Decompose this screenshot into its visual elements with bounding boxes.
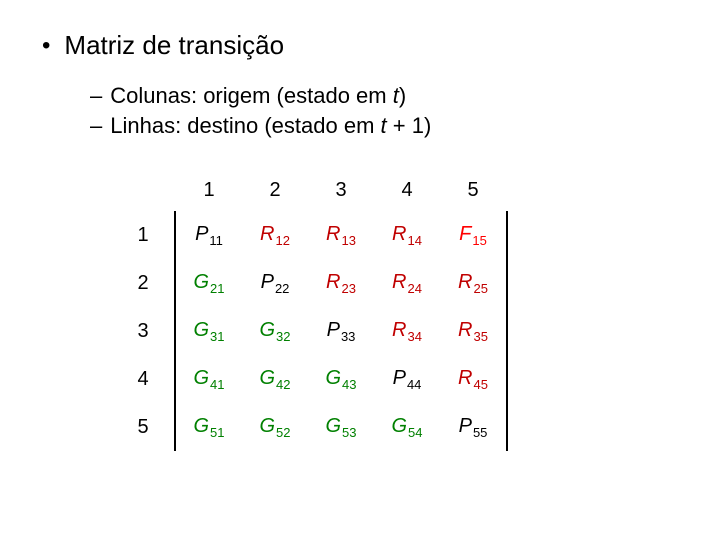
transition-matrix: 123451P11R12R13R14F152G21P22R23R24R253G3… xyxy=(120,169,720,451)
matrix-cell: G21 xyxy=(176,259,242,307)
matrix-cell: R25 xyxy=(440,259,506,307)
matrix-cell: R12 xyxy=(242,211,308,259)
matrix-cell: G41 xyxy=(176,355,242,403)
right-bracket xyxy=(506,211,516,451)
matrix-cell: P22 xyxy=(242,259,308,307)
row-header: 5 xyxy=(120,403,166,451)
matrix-cell: R34 xyxy=(374,307,440,355)
row-header: 2 xyxy=(120,259,166,307)
matrix-cell: P44 xyxy=(374,355,440,403)
col-header: 5 xyxy=(440,169,506,211)
matrix-cell: G31 xyxy=(176,307,242,355)
col-header: 2 xyxy=(242,169,308,211)
matrix-cell: G43 xyxy=(308,355,374,403)
sub-list: – Colunas: origem (estado em t) – Linhas… xyxy=(90,83,720,139)
matrix-cell: R24 xyxy=(374,259,440,307)
main-bullet: • Matriz de transição xyxy=(42,30,720,61)
dash-icon: – xyxy=(90,113,102,139)
sub1-text: Colunas: origem (estado em t) xyxy=(110,83,406,109)
row-header: 1 xyxy=(120,211,166,259)
sub2-text: Linhas: destino (estado em t + 1) xyxy=(110,113,431,139)
sub-item-2: – Linhas: destino (estado em t + 1) xyxy=(90,113,720,139)
matrix-cell: G42 xyxy=(242,355,308,403)
matrix-cell: G52 xyxy=(242,403,308,451)
matrix-cell: F15 xyxy=(440,211,506,259)
matrix-cell: P11 xyxy=(176,211,242,259)
matrix-cell: R35 xyxy=(440,307,506,355)
matrix-cell: G54 xyxy=(374,403,440,451)
matrix-cell: R23 xyxy=(308,259,374,307)
col-header: 4 xyxy=(374,169,440,211)
matrix-table: 123451P11R12R13R14F152G21P22R23R24R253G3… xyxy=(120,169,516,451)
matrix-cell: G32 xyxy=(242,307,308,355)
row-header: 4 xyxy=(120,355,166,403)
col-header: 3 xyxy=(308,169,374,211)
dash-icon: – xyxy=(90,83,102,109)
bullet-dot: • xyxy=(42,34,50,58)
matrix-cell: P33 xyxy=(308,307,374,355)
left-bracket xyxy=(166,211,176,451)
matrix-cell: G53 xyxy=(308,403,374,451)
matrix-cell: R14 xyxy=(374,211,440,259)
matrix-cell: R13 xyxy=(308,211,374,259)
sub-item-1: – Colunas: origem (estado em t) xyxy=(90,83,720,109)
heading-text: Matriz de transição xyxy=(64,30,284,61)
col-header: 1 xyxy=(176,169,242,211)
matrix-cell: P55 xyxy=(440,403,506,451)
row-header: 3 xyxy=(120,307,166,355)
matrix-cell: R45 xyxy=(440,355,506,403)
matrix-cell: G51 xyxy=(176,403,242,451)
